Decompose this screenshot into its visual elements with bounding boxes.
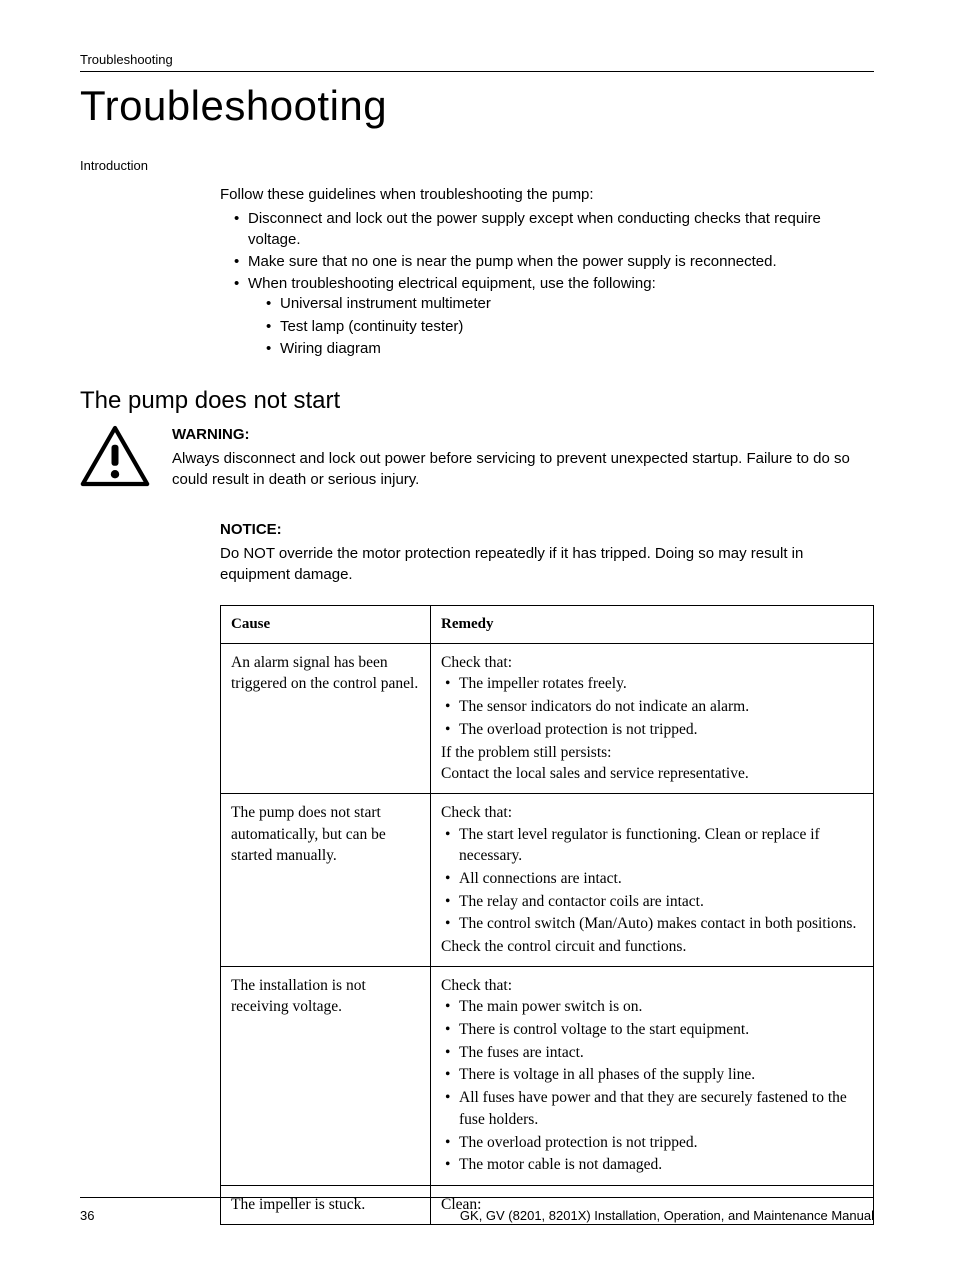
list-item: The overload protection is not tripped. — [445, 1132, 863, 1154]
list-item: All connections are intact. — [445, 868, 863, 890]
page-footer: 36 GK, GV (8201, 8201X) Installation, Op… — [80, 1197, 874, 1223]
doc-title: GK, GV (8201, 8201X) Installation, Opera… — [460, 1208, 874, 1223]
list-item: Test lamp (continuity tester) — [266, 317, 874, 337]
page-title: Troubleshooting — [80, 82, 874, 130]
list-item: All fuses have power and that they are s… — [445, 1087, 863, 1130]
remedy-bullets: The impeller rotates freely. The sensor … — [441, 673, 863, 740]
list-item: The relay and contactor coils are intact… — [445, 891, 863, 913]
page-number: 36 — [80, 1208, 94, 1223]
warning-label: WARNING: — [172, 425, 874, 445]
running-head: Troubleshooting — [80, 52, 874, 67]
intro-content: Follow these guidelines when troubleshoo… — [220, 185, 874, 359]
cause-cell: The pump does not start automatically, b… — [221, 793, 431, 966]
list-item: Wiring diagram — [266, 339, 874, 359]
remedy-tail: Check the control circuit and functions. — [441, 936, 863, 958]
remedy-lead: Check that: — [441, 802, 863, 824]
list-item: Disconnect and lock out the power supply… — [234, 209, 874, 250]
list-item: The overload protection is not tripped. — [445, 719, 863, 741]
remedy-bullets: The main power switch is on. There is co… — [441, 996, 863, 1176]
remedy-cell: Check that: The impeller rotates freely.… — [431, 643, 874, 793]
list-item: The impeller rotates freely. — [445, 673, 863, 695]
intro-sub-bullets: Universal instrument multimeter Test lam… — [248, 294, 874, 359]
remedy-cell: Check that: The start level regulator is… — [431, 793, 874, 966]
table-row: The pump does not start automatically, b… — [221, 793, 874, 966]
list-item: The motor cable is not damaged. — [445, 1154, 863, 1176]
table-row: An alarm signal has been triggered on th… — [221, 643, 874, 793]
list-item: There is voltage in all phases of the su… — [445, 1064, 863, 1086]
list-item: The main power switch is on. — [445, 996, 863, 1018]
list-item: When troubleshooting electrical equipmen… — [234, 274, 874, 359]
cause-remedy-table: Cause Remedy An alarm signal has been tr… — [220, 605, 874, 1225]
list-item: Make sure that no one is near the pump w… — [234, 252, 874, 272]
notice-label: NOTICE: — [220, 520, 874, 540]
intro-label: Introduction — [80, 158, 874, 173]
list-item: Universal instrument multimeter — [266, 294, 874, 314]
list-item-text: When troubleshooting electrical equipmen… — [248, 275, 656, 292]
list-item: The fuses are intact. — [445, 1042, 863, 1064]
notice-block: NOTICE: Do NOT override the motor protec… — [220, 520, 874, 585]
notice-body: Do NOT override the motor protection rep… — [220, 544, 874, 585]
warning-body: Always disconnect and lock out power bef… — [172, 449, 874, 490]
remedy-tail: Contact the local sales and service repr… — [441, 763, 863, 785]
list-item: There is control voltage to the start eq… — [445, 1019, 863, 1041]
col-cause: Cause — [221, 605, 431, 643]
list-item: The start level regulator is functioning… — [445, 824, 863, 867]
remedy-cell: Check that: The main power switch is on.… — [431, 966, 874, 1185]
cause-cell: The installation is not receiving voltag… — [221, 966, 431, 1185]
remedy-lead: Check that: — [441, 652, 863, 674]
warning-text: WARNING: Always disconnect and lock out … — [172, 425, 874, 490]
list-item: The control switch (Man/Auto) makes cont… — [445, 913, 863, 935]
list-item: The sensor indicators do not indicate an… — [445, 696, 863, 718]
col-remedy: Remedy — [431, 605, 874, 643]
warning-block: WARNING: Always disconnect and lock out … — [80, 425, 874, 492]
section-heading: The pump does not start — [80, 387, 874, 415]
intro-lead: Follow these guidelines when troubleshoo… — [220, 185, 874, 205]
warning-icon — [80, 425, 150, 492]
footer-rule — [80, 1197, 874, 1198]
remedy-bullets: The start level regulator is functioning… — [441, 824, 863, 935]
intro-bullets: Disconnect and lock out the power supply… — [220, 209, 874, 359]
table-row: The installation is not receiving voltag… — [221, 966, 874, 1185]
table-header-row: Cause Remedy — [221, 605, 874, 643]
cause-cell: An alarm signal has been triggered on th… — [221, 643, 431, 793]
remedy-lead: Check that: — [441, 975, 863, 997]
remedy-tail: If the problem still persists: — [441, 742, 863, 764]
header-rule — [80, 71, 874, 72]
